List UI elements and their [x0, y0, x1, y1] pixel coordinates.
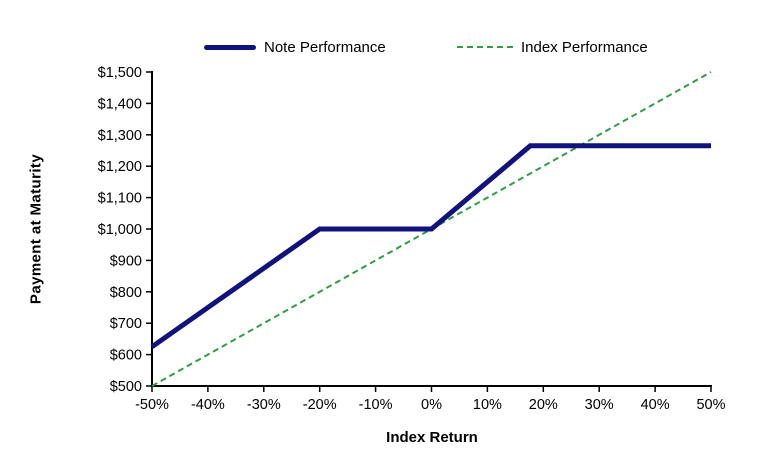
y-tick-label: $600 — [110, 348, 142, 364]
y-tick-label: $1,400 — [98, 96, 142, 112]
legend-item-index-performance: Index Performance — [457, 38, 648, 56]
x-tick-label: 40% — [641, 397, 670, 413]
index-performance-line-swatch — [457, 46, 513, 48]
x-tick-label: 50% — [696, 397, 725, 413]
y-tick-label: $700 — [110, 316, 142, 332]
x-tick-label: 30% — [585, 397, 614, 413]
legend-item-note-performance: Note Performance — [204, 38, 386, 56]
legend-label-note-performance: Note Performance — [264, 38, 386, 56]
x-tick-label: 20% — [529, 397, 558, 413]
x-tick-label: -30% — [247, 397, 281, 413]
x-tick-label: -10% — [359, 397, 393, 413]
y-tick-label: $1,500 — [98, 65, 142, 81]
note-performance-line-swatch — [204, 44, 256, 50]
x-tick-label: 0% — [421, 397, 442, 413]
legend-label-index-performance: Index Performance — [521, 38, 648, 56]
y-tick-label: $800 — [110, 285, 142, 301]
x-tick-label: -40% — [191, 397, 225, 413]
y-tick-label: $1,300 — [98, 128, 142, 144]
x-axis-title: Index Return — [386, 429, 478, 446]
y-tick-label: $1,000 — [98, 222, 142, 238]
y-tick-label: $900 — [110, 253, 142, 269]
x-tick-label: 10% — [473, 397, 502, 413]
x-tick-label: -20% — [303, 397, 337, 413]
y-tick-label: $500 — [110, 379, 142, 395]
x-tick-label: -50% — [135, 397, 169, 413]
y-tick-label: $1,100 — [98, 191, 142, 207]
note-performance-line — [150, 143, 711, 349]
y-axis-title: Payment at Maturity — [27, 153, 45, 305]
y-tick-label: $1,200 — [98, 159, 142, 175]
